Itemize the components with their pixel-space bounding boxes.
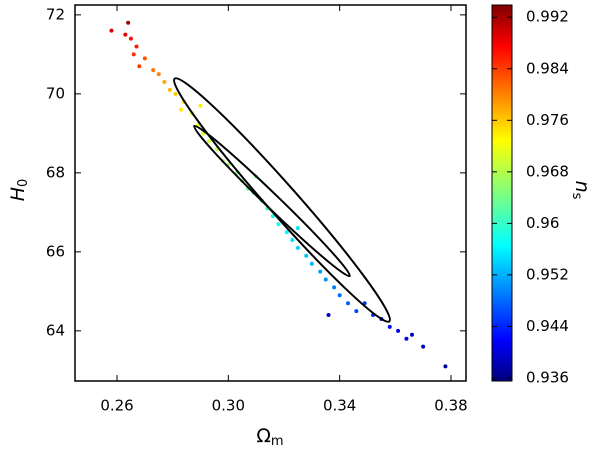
point [179, 107, 184, 112]
point [410, 332, 415, 337]
points [109, 20, 448, 369]
y-tick-label: 70 [46, 84, 65, 102]
point [284, 230, 289, 235]
point [318, 269, 323, 274]
point [295, 245, 300, 250]
y-tick-label: 72 [46, 5, 65, 23]
point [206, 139, 211, 144]
point [404, 336, 409, 341]
colorbar-tick-label: 0.936 [526, 368, 569, 386]
point [387, 324, 392, 329]
y-tick-label: 64 [46, 321, 65, 339]
colorbar-tick-label: 0.944 [526, 317, 569, 335]
colorbar-tick-label: 0.984 [526, 59, 569, 77]
point [276, 222, 281, 227]
x-tick-label: 0.38 [434, 397, 467, 415]
point [326, 313, 331, 318]
x-tick-label: 0.26 [100, 397, 133, 415]
point [295, 226, 300, 231]
point [323, 277, 328, 282]
point [346, 301, 351, 306]
point [354, 309, 359, 314]
point [156, 72, 161, 77]
point [290, 238, 295, 242]
point [128, 36, 133, 41]
x-tick-label: 0.30 [212, 397, 245, 415]
colorbar [491, 4, 513, 382]
y-tick-label: 68 [46, 163, 65, 181]
point [151, 68, 156, 73]
x-tick-label: 0.34 [323, 397, 356, 415]
colorbar-tick-label: 0.968 [526, 162, 569, 180]
point [137, 64, 142, 69]
point [309, 261, 314, 266]
point [270, 214, 275, 219]
plot-frame [74, 4, 467, 382]
point [198, 103, 203, 108]
point [421, 344, 426, 349]
point [123, 32, 128, 37]
colorbar-tick-label: 0.992 [526, 8, 569, 26]
colorbar-label: ns [570, 181, 594, 200]
point [142, 56, 147, 61]
point [396, 328, 401, 333]
point [443, 364, 448, 369]
colorbar-tick-label: 0.96 [526, 214, 559, 232]
x-axis-label: Ωm [256, 425, 283, 449]
colorbar-tick-label: 0.952 [526, 265, 569, 283]
point [131, 52, 136, 57]
point [162, 80, 167, 85]
contours [173, 77, 391, 323]
point [126, 20, 131, 25]
point [109, 28, 114, 33]
point [332, 285, 337, 290]
y-axis-label: H0 [7, 179, 31, 202]
point [173, 91, 178, 96]
y-tick-label: 66 [46, 242, 65, 260]
colorbar-tick-label: 0.976 [526, 111, 569, 129]
point [304, 253, 309, 258]
contour-inner [193, 124, 351, 278]
point [337, 293, 342, 298]
point [167, 87, 172, 92]
point [134, 44, 139, 49]
